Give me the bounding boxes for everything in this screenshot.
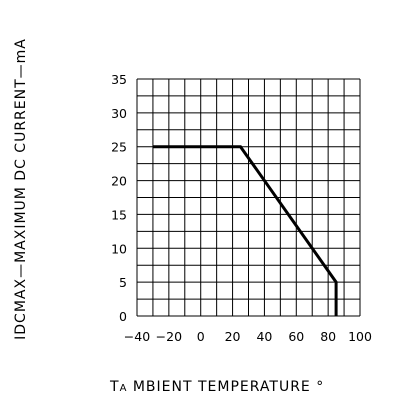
x-tick-label: −40 [124,329,150,344]
x-axis-title-rest: MBIENT TEMPERATURE ° [127,379,324,395]
y-tick-label: 30 [111,106,127,121]
x-tick-label: 40 [256,329,272,344]
y-tick-label: 5 [119,275,127,290]
y-tick-label: 20 [111,174,127,189]
y-axis-title: IDCMAX—MAXIMUM DC CURRENT—mA [13,38,29,340]
grid [137,79,360,316]
y-tick-label: 35 [111,72,127,87]
y-tick-label: 15 [111,207,127,222]
x-tick-label: 60 [288,329,304,344]
y-tick-label: 25 [111,140,127,155]
x-axis-title: TA MBIENT TEMPERATURE ° [109,379,324,395]
x-tick-label: 80 [320,329,336,344]
x-axis-title-sub: A [120,383,128,394]
y-tick-label: 0 [119,309,127,324]
x-tick-labels: −40 −20 0 20 40 60 80 100 [124,329,372,344]
x-tick-label: 0 [197,329,205,344]
x-tick-label: 20 [225,329,241,344]
x-tick-label: −20 [156,329,182,344]
y-tick-labels: 0 5 10 15 20 25 30 35 [111,72,127,324]
x-axis-title-lead: T [109,379,120,395]
y-tick-label: 10 [111,241,127,256]
x-tick-label: 100 [348,329,372,344]
